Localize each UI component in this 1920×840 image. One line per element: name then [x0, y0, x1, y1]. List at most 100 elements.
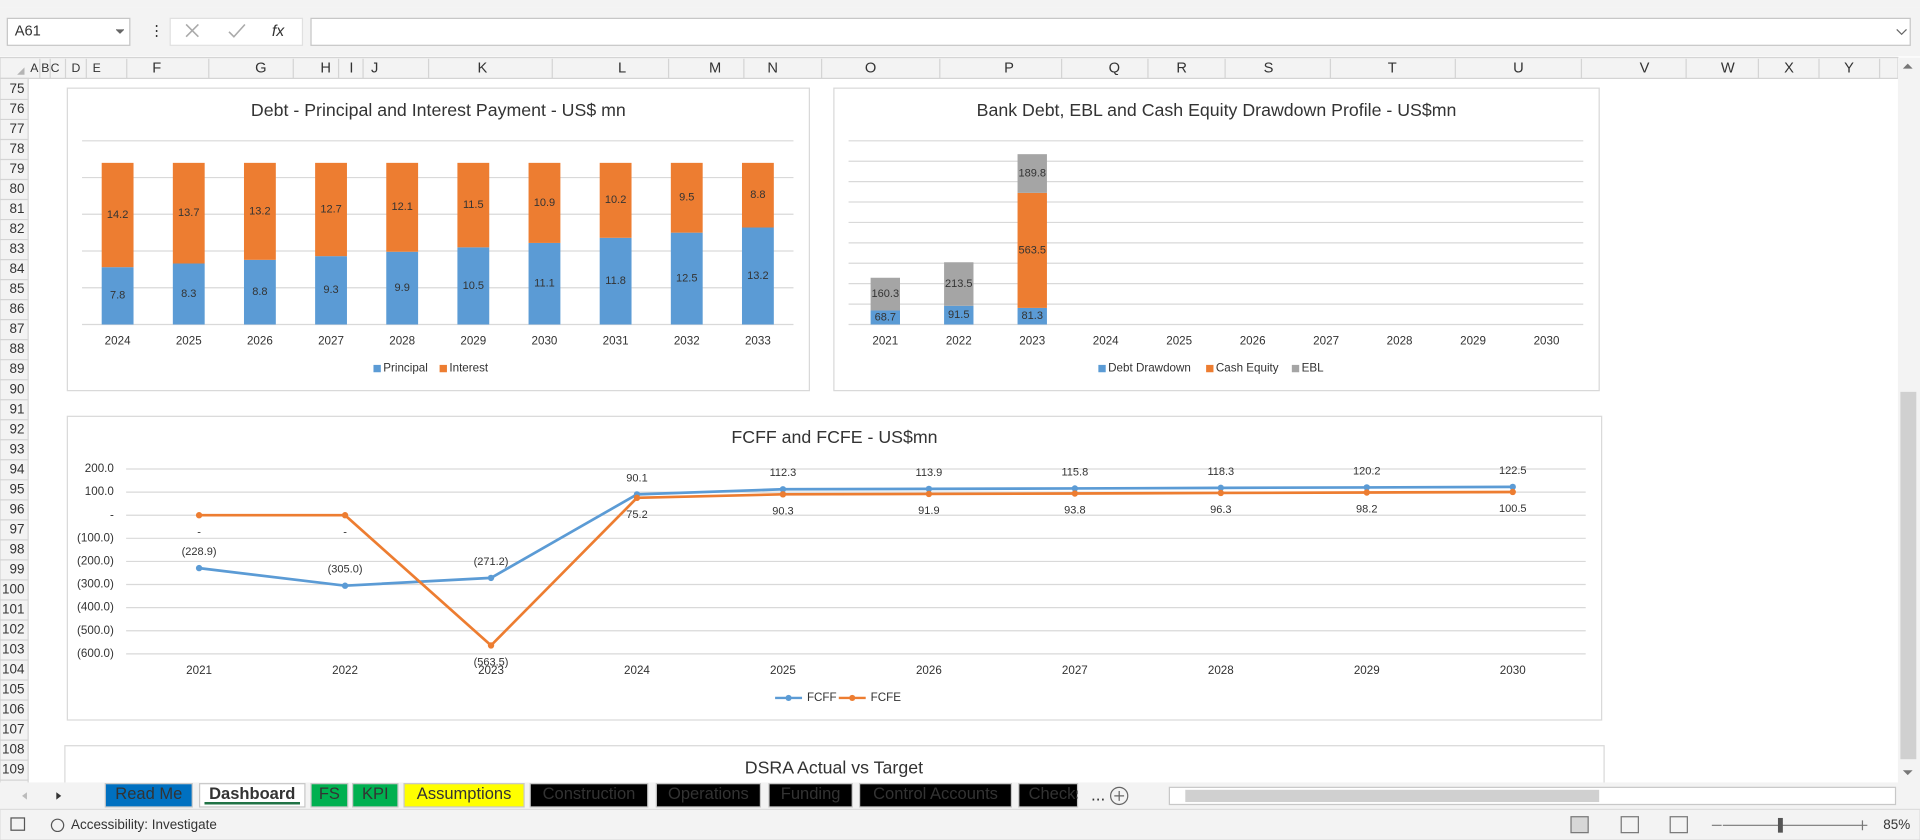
column-header[interactable]: X: [1784, 60, 1794, 76]
page-break-view[interactable]: [1669, 816, 1688, 834]
row-header[interactable]: 94: [10, 461, 25, 476]
column-header[interactable]: G: [255, 60, 266, 76]
row-header[interactable]: 98: [10, 541, 25, 556]
enter-icon[interactable]: [228, 23, 246, 38]
sheet-tab-label[interactable]: Assumptions: [417, 784, 512, 803]
row-header[interactable]: 91: [10, 401, 25, 416]
add-sheet[interactable]: [1110, 786, 1129, 806]
column-header[interactable]: C: [51, 61, 60, 75]
row-header[interactable]: 100: [2, 581, 24, 596]
row-header[interactable]: 80: [10, 181, 25, 196]
column-header[interactable]: O: [865, 60, 876, 76]
zoom-level[interactable]: 85%: [1883, 817, 1910, 832]
column-header[interactable]: L: [618, 60, 626, 76]
column-header[interactable]: E: [93, 61, 101, 75]
row-header[interactable]: 90: [10, 381, 25, 396]
sheet-tab-label[interactable]: Dashboard: [209, 784, 295, 803]
column-header[interactable]: P: [1004, 60, 1014, 76]
row-header[interactable]: 92: [10, 421, 25, 436]
row-header[interactable]: 109: [2, 762, 24, 777]
chart-frame[interactable]: [66, 415, 1603, 721]
row-header[interactable]: 84: [10, 261, 25, 276]
row-header[interactable]: 96: [10, 501, 25, 516]
row-header[interactable]: 89: [10, 361, 25, 376]
row-header[interactable]: 83: [10, 241, 25, 256]
zoom-slider[interactable]: [1711, 820, 1868, 831]
sheet-tab-label[interactable]: KPI: [362, 784, 389, 803]
row-header[interactable]: 108: [2, 742, 24, 757]
row-header[interactable]: 79: [10, 161, 25, 176]
column-header[interactable]: W: [1721, 60, 1735, 76]
sheet-tab[interactable]: [310, 783, 349, 808]
column-header[interactable]: I: [349, 60, 353, 76]
status-text[interactable]: Accessibility: Investigate: [71, 817, 217, 832]
column-header[interactable]: U: [1513, 60, 1524, 76]
row-header[interactable]: 87: [10, 321, 25, 336]
column-header[interactable]: T: [1388, 60, 1397, 76]
sheet-tab-label[interactable]: Operations: [668, 784, 749, 803]
column-header[interactable]: Q: [1109, 60, 1120, 76]
column-header[interactable]: B: [41, 61, 49, 75]
more-tabs[interactable]: ...: [1091, 784, 1105, 804]
sheet-tab[interactable]: [104, 783, 193, 808]
sheet-tab-label[interactable]: Checks: [1029, 784, 1084, 803]
cancel-icon[interactable]: [185, 23, 199, 38]
tab-prev[interactable]: [22, 792, 27, 800]
column-header[interactable]: A: [30, 61, 39, 75]
column-header[interactable]: H: [320, 60, 331, 76]
row-header[interactable]: 75: [10, 81, 25, 96]
column-header[interactable]: R: [1176, 60, 1187, 76]
row-header[interactable]: 107: [2, 722, 24, 737]
page-layout-view[interactable]: [1620, 816, 1639, 834]
column-header[interactable]: M: [709, 60, 721, 76]
formula-expand[interactable]: [1896, 28, 1907, 36]
column-header[interactable]: S: [1264, 60, 1274, 76]
column-header[interactable]: F: [152, 60, 161, 76]
row-header[interactable]: 102: [2, 622, 24, 637]
zoom-thumb[interactable]: [1777, 817, 1783, 833]
sheet-tab-label[interactable]: Read Me: [115, 784, 182, 803]
row-header[interactable]: 86: [10, 301, 25, 316]
name-box[interactable]: [6, 17, 131, 46]
column-header[interactable]: Y: [1844, 60, 1854, 76]
sheet-tab[interactable]: [768, 783, 853, 808]
sheet-tab[interactable]: [655, 783, 762, 808]
vertical-scroll-thumb[interactable]: [1900, 391, 1917, 760]
column-header[interactable]: J: [371, 60, 378, 76]
tab-next[interactable]: [56, 792, 62, 800]
row-header[interactable]: 106: [2, 702, 24, 717]
row-header[interactable]: 77: [10, 121, 25, 136]
row-header[interactable]: 103: [2, 642, 24, 657]
row-header[interactable]: 101: [2, 601, 24, 616]
row-header[interactable]: 82: [10, 221, 25, 236]
column-header[interactable]: V: [1640, 60, 1650, 76]
column-header[interactable]: N: [767, 60, 778, 76]
column-header[interactable]: D: [71, 61, 80, 75]
row-header[interactable]: 88: [10, 341, 25, 356]
accessibility-icon[interactable]: [50, 818, 65, 833]
row-header[interactable]: 93: [10, 441, 25, 456]
row-header[interactable]: 81: [10, 201, 25, 216]
horizontal-scroll-thumb[interactable]: [1185, 789, 1600, 803]
row-header[interactable]: 105: [2, 682, 24, 697]
insert-function-icon[interactable]: fx: [272, 23, 285, 40]
row-header[interactable]: 95: [10, 481, 25, 496]
formula-input[interactable]: [310, 17, 1911, 46]
sheet-tab-label[interactable]: Funding: [781, 784, 841, 803]
chart-frame[interactable]: [833, 87, 1600, 392]
sheet-tab[interactable]: [529, 783, 649, 808]
row-header[interactable]: 99: [10, 561, 25, 576]
sheet-tab-label[interactable]: Construction: [543, 784, 636, 803]
sheet-tab[interactable]: [1018, 783, 1079, 808]
column-header[interactable]: K: [478, 60, 488, 76]
sheet-tab-label[interactable]: Control Accounts: [873, 784, 998, 803]
normal-view[interactable]: [1570, 816, 1589, 834]
row-header[interactable]: 97: [10, 521, 25, 536]
sheet-tab[interactable]: [403, 783, 525, 808]
sheet-tab[interactable]: [858, 783, 1013, 808]
row-header[interactable]: 76: [10, 101, 25, 116]
sheet-tab-label[interactable]: FS: [319, 784, 340, 803]
macro-icon[interactable]: [10, 817, 26, 831]
row-header[interactable]: 78: [10, 141, 25, 156]
row-header[interactable]: 104: [2, 662, 25, 677]
